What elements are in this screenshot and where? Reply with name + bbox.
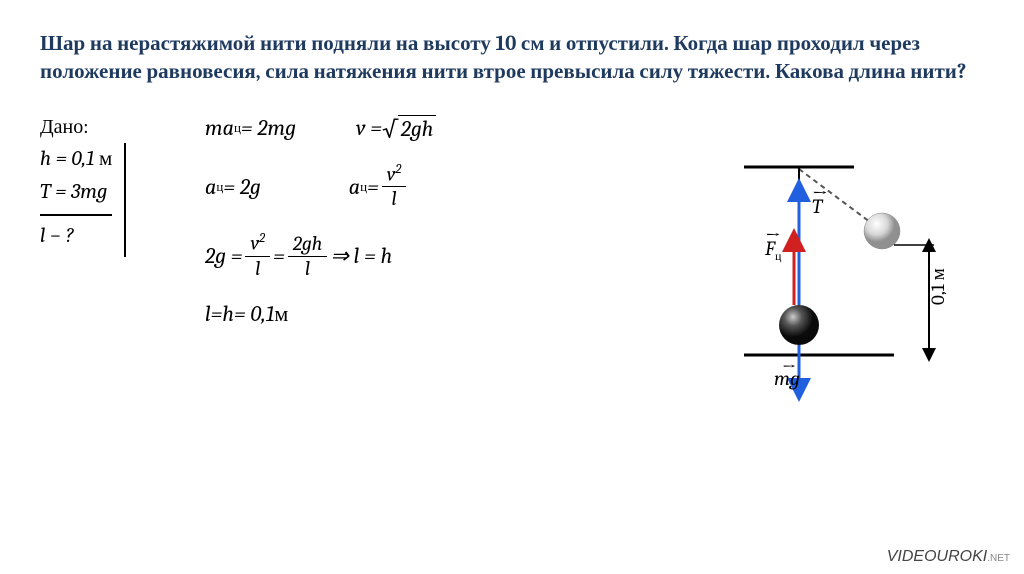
given-question: l − ? [40,220,112,254]
solution-row-1: maц = 2mg v = √ 2gh [205,115,984,142]
eq-chain: 2g = v2 l = 2gh l ⇒ l = h [205,231,392,281]
given-divider [40,214,112,216]
eq-ac-v2l: aц = v2 l [349,162,410,212]
eq-ac-2g: aц = 2g [205,174,261,200]
given-box: h = 0,1 м T = 3mg l − ? [40,143,126,258]
footer-watermark: VIDEOUROKI.NET [887,548,1010,566]
eq-v-sqrt: v = √ 2gh [356,115,436,142]
given-T: T = 3mg [40,176,112,210]
height-label: 0,1 м [927,268,949,305]
given-h: h = 0,1 м [40,143,112,177]
given-label: Дано: [40,115,89,139]
eq-answer: l = h = 0,1 м [205,301,288,327]
eq-ma-2mg: maц = 2mg [205,115,296,141]
svg-text:→: → [782,357,796,378]
pendulum-diagram: → T → Fц mg → 0,1 м [734,155,954,405]
given-section: Дано: h = 0,1 м T = 3mg l − ? [40,115,175,347]
problem-title: Шар на нерастяжимой нити подняли на высо… [40,30,984,87]
